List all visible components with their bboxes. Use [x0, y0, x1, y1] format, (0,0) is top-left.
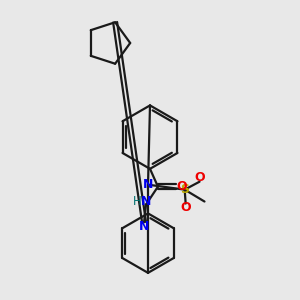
Text: O: O [194, 171, 205, 184]
Text: N: N [141, 195, 151, 208]
Text: O: O [180, 201, 191, 214]
Text: N: N [143, 178, 153, 191]
Text: H: H [133, 195, 142, 208]
Text: O: O [176, 180, 187, 193]
Text: S: S [180, 183, 189, 196]
Text: N: N [139, 220, 149, 233]
